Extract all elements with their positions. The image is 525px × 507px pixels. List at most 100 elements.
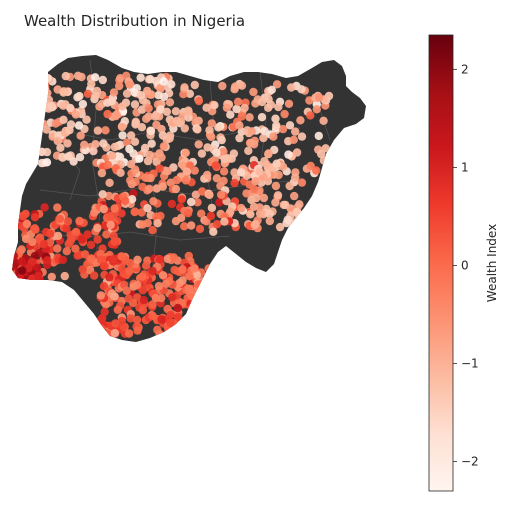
survey-point [220, 154, 229, 164]
survey-point [43, 73, 52, 83]
survey-point [212, 174, 221, 183]
survey-point [172, 175, 181, 185]
survey-point [265, 216, 274, 226]
survey-point [267, 85, 276, 95]
survey-point [105, 273, 114, 282]
survey-point [255, 203, 264, 212]
survey-point [96, 324, 106, 333]
survey-point [76, 131, 85, 140]
survey-point [264, 95, 273, 104]
survey-point [271, 114, 280, 123]
survey-point [93, 126, 103, 135]
survey-point [143, 86, 152, 96]
survey-point [274, 170, 283, 180]
survey-point [154, 281, 164, 291]
survey-point [130, 88, 139, 97]
survey-point [207, 119, 216, 128]
survey-point [278, 162, 288, 171]
survey-point [136, 73, 145, 82]
survey-point [151, 293, 161, 303]
survey-point [262, 160, 271, 169]
survey-point [230, 85, 239, 94]
survey-point [188, 321, 197, 330]
survey-point [63, 139, 72, 148]
survey-point [230, 178, 239, 188]
survey-point [259, 133, 268, 143]
survey-point [167, 80, 176, 89]
survey-point [205, 190, 214, 200]
survey-point [141, 261, 151, 270]
survey-point [180, 222, 189, 231]
survey-point [138, 286, 147, 295]
survey-point [251, 193, 261, 203]
survey-point [203, 281, 212, 290]
survey-point [212, 314, 221, 323]
survey-point [283, 215, 292, 224]
survey-point [287, 83, 296, 92]
survey-point [195, 313, 204, 322]
survey-point [167, 199, 177, 209]
survey-point [259, 193, 269, 203]
survey-point [159, 142, 168, 151]
survey-point [169, 253, 178, 262]
survey-point [28, 237, 37, 247]
survey-point [91, 140, 100, 149]
survey-point [97, 255, 106, 264]
survey-point [99, 282, 109, 291]
survey-point [193, 198, 202, 207]
survey-point [122, 89, 132, 98]
survey-point [147, 139, 156, 148]
survey-point [295, 215, 304, 225]
survey-point [87, 79, 96, 89]
survey-point [232, 104, 241, 114]
survey-point [12, 215, 20, 224]
survey-point [249, 87, 258, 97]
survey-point [204, 264, 213, 273]
survey-point [208, 271, 217, 281]
survey-point [181, 176, 191, 185]
survey-point [86, 240, 96, 250]
survey-point [297, 178, 307, 187]
survey-point [71, 227, 81, 237]
survey-point [273, 191, 283, 200]
survey-point [211, 268, 220, 277]
survey-point [105, 212, 115, 221]
survey-point [34, 271, 43, 280]
survey-point [71, 244, 80, 253]
survey-point [98, 190, 107, 199]
survey-point [210, 101, 219, 110]
survey-point [140, 143, 150, 153]
survey-point [98, 313, 107, 323]
survey-point [215, 198, 224, 207]
survey-point [102, 230, 111, 239]
survey-point [139, 295, 148, 305]
survey-point [312, 166, 321, 175]
survey-point [194, 310, 204, 320]
survey-point [156, 83, 165, 93]
survey-point [204, 282, 213, 292]
survey-point [249, 184, 259, 194]
survey-point [264, 103, 273, 113]
survey-point [214, 123, 223, 132]
survey-point [237, 168, 246, 177]
survey-point [148, 311, 157, 321]
survey-point [150, 112, 160, 121]
survey-point [101, 300, 111, 309]
survey-point [42, 158, 52, 167]
survey-point [53, 244, 62, 253]
survey-point [55, 214, 64, 224]
survey-point [153, 219, 162, 228]
survey-point [173, 326, 182, 335]
survey-point [244, 146, 253, 155]
survey-point [190, 80, 199, 90]
survey-point [103, 160, 113, 170]
survey-point [103, 98, 112, 107]
survey-point [31, 225, 40, 234]
survey-point [78, 265, 87, 274]
survey-point [159, 92, 169, 102]
survey-point [155, 164, 164, 173]
survey-point [185, 284, 194, 293]
survey-point [291, 173, 300, 182]
survey-point [58, 152, 67, 162]
survey-point [197, 312, 206, 321]
